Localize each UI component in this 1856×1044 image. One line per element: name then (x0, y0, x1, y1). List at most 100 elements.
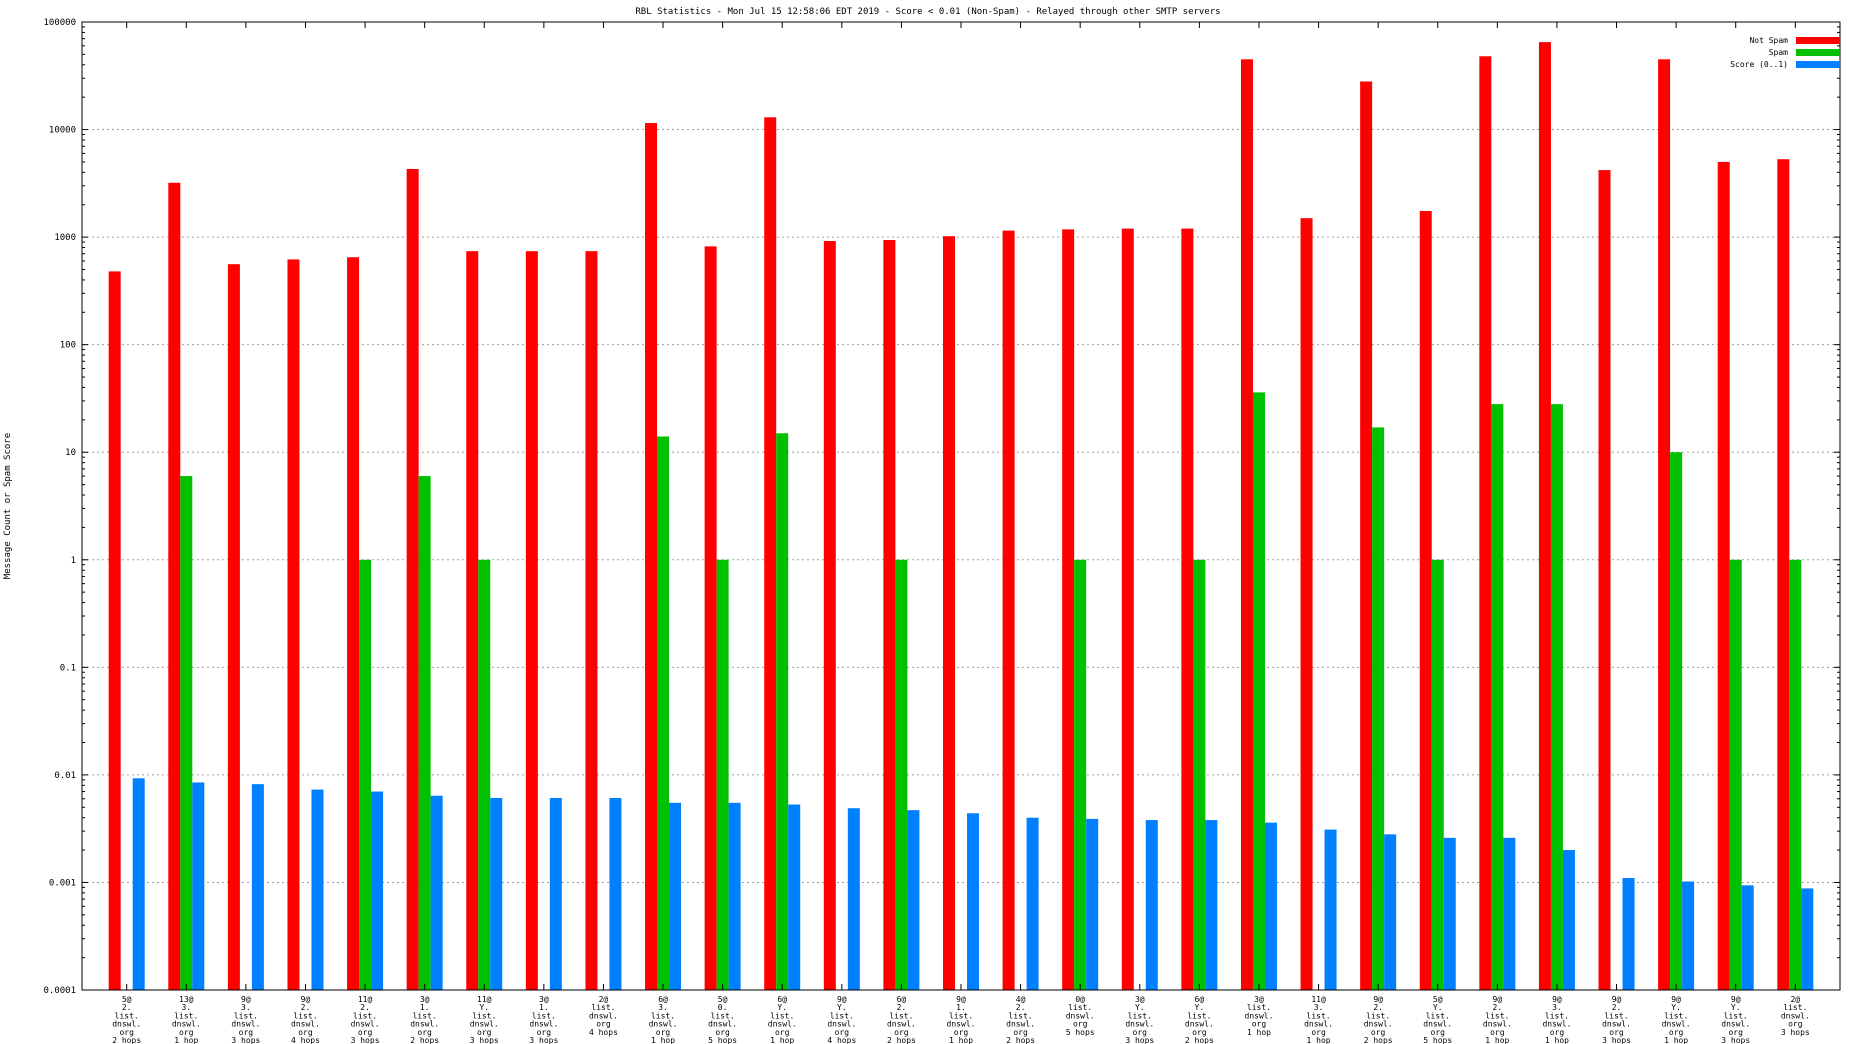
bar-not-spam (227, 264, 240, 990)
bar-score-0-1 (1443, 837, 1456, 990)
bar-not-spam (168, 182, 181, 990)
x-tick-label: 0@ list. dnswl. org 5 hops (1066, 995, 1095, 1037)
bar-not-spam (883, 240, 896, 991)
bar-not-spam (108, 271, 121, 990)
bar-not-spam (1479, 56, 1492, 990)
bar-spam (1074, 559, 1087, 990)
bar-spam (657, 436, 670, 990)
bar-spam (1431, 559, 1444, 990)
bar-spam (1252, 392, 1265, 990)
bar-score-0-1 (967, 813, 979, 990)
x-tick-label: 6@ Y. list. dnswl. org 2 hops (1185, 995, 1214, 1044)
x-tick-label: 6@ 2. list. dnswl. org 2 hops (887, 995, 916, 1044)
bars-group (108, 42, 1814, 991)
x-tick-label: 5@ 2. list. dnswl. org 2 hops (112, 995, 141, 1044)
y-tick-label: 1000 (54, 233, 76, 243)
bar-score-0-1 (1622, 877, 1635, 990)
bar-spam (1491, 404, 1504, 990)
bar-score-0-1 (1324, 829, 1337, 990)
y-tick-label: 0.01 (54, 771, 76, 781)
bar-score-0-1 (132, 778, 145, 990)
y-axis-label: Message Count or Spam Score (3, 433, 13, 579)
legend-swatch (1796, 61, 1840, 68)
bar-not-spam (1360, 81, 1373, 990)
bar-spam (478, 559, 491, 990)
bar-spam (1193, 559, 1206, 990)
bar-spam (180, 476, 193, 991)
bar-score-0-1 (1682, 881, 1695, 990)
bar-not-spam (1717, 161, 1730, 991)
x-tick-label: 9@ Y. list. dnswl. org 1 hop (1662, 995, 1691, 1044)
bar-score-0-1 (669, 802, 682, 990)
bar-score-0-1 (192, 782, 205, 990)
bar-spam (418, 476, 431, 991)
bar-not-spam (1002, 230, 1015, 991)
bar-score-0-1 (1086, 818, 1099, 990)
x-tick-label: 4@ 2. list. dnswl. org 2 hops (1006, 995, 1035, 1044)
bar-not-spam (1121, 228, 1134, 990)
x-tick-label: 3@ 1. list. dnswl. org 2 hops (410, 995, 439, 1044)
bar-not-spam (525, 251, 538, 990)
bar-not-spam (764, 117, 777, 991)
bar-spam (1670, 452, 1683, 990)
y-tick-label: 100 (60, 341, 76, 351)
bar-not-spam (1538, 42, 1551, 991)
x-tick-label: 9@ 2. list. dnswl. org 2 hops (1364, 995, 1393, 1044)
bar-score-0-1 (609, 797, 622, 990)
bar-not-spam (1181, 228, 1194, 990)
x-tick-label: 9@ Y. list. dnswl. org 3 hops (1721, 995, 1750, 1044)
x-tick-label: 3@ list. dnswl. org 1 hop (1245, 995, 1274, 1037)
x-tick-label: 13@ 3. list. dnswl. org 1 hop (172, 995, 201, 1044)
bar-score-0-1 (728, 802, 741, 990)
bar-spam (1729, 559, 1742, 990)
bar-score-0-1 (549, 797, 562, 990)
bar-not-spam (585, 251, 598, 990)
bar-not-spam (287, 259, 300, 990)
bar-spam (1372, 427, 1385, 990)
x-tick-label: 11@ 3. list. dnswl. org 1 hop (1304, 995, 1333, 1044)
x-tick-label: 11@ 2. list. dnswl. org 3 hops (351, 995, 380, 1044)
bar-score-0-1 (430, 795, 443, 990)
bar-not-spam (1062, 229, 1075, 990)
x-tick-labels: 5@ 2. list. dnswl. org 2 hops 13@ 3. list. dnswl.… (112, 22, 1810, 1044)
x-tick-label: 9@ 1. list. dnswl. org 1 hop (947, 995, 976, 1044)
bar-not-spam (406, 168, 419, 991)
bar-score-0-1 (1741, 885, 1754, 990)
bar-spam (895, 559, 908, 990)
y-tick-label: 10000 (49, 126, 76, 136)
x-tick-label: 6@ 3. list. dnswl. org 1 hop (649, 995, 678, 1044)
x-tick-label: 11@ Y. list. dnswl. org 3 hops (470, 995, 499, 1044)
bar-score-0-1 (371, 791, 384, 990)
y-tick-label: 10 (65, 448, 76, 458)
legend-swatch (1796, 37, 1840, 44)
y-tick-label: 1 (71, 556, 76, 566)
bar-score-0-1 (1264, 822, 1277, 990)
legend-label: Spam (1769, 48, 1788, 57)
x-tick-label: 9@ 2. list. dnswl. org 4 hops (291, 995, 320, 1044)
legend: Not Spam Spam Score (0..1) (1730, 36, 1840, 69)
x-tick-label: 5@ 0. list. dnswl. org 5 hops (708, 995, 737, 1044)
x-tick-label: 3@ 1. list. dnswl. org 3 hops (529, 995, 558, 1044)
bar-score-0-1 (1801, 888, 1814, 990)
y-tick-label: 0.0001 (43, 986, 76, 996)
bar-not-spam (943, 236, 955, 991)
y-tick-label: 0.1 (60, 663, 76, 673)
bar-spam (716, 559, 729, 990)
bar-score-0-1 (847, 808, 860, 990)
bar-not-spam (1598, 170, 1611, 990)
bar-spam (1550, 404, 1563, 990)
bar-not-spam (1300, 218, 1313, 991)
x-tick-label: 9@ 3. list. dnswl. org 3 hops (231, 995, 260, 1044)
bar-score-0-1 (251, 784, 264, 990)
y-tick-label: 0.001 (49, 878, 76, 888)
bar-not-spam (1658, 59, 1671, 990)
x-tick-label: 2@ list. dnswl. org 4 hops (589, 995, 618, 1037)
bar-not-spam (466, 251, 479, 990)
x-tick-label: 6@ Y. list. dnswl. org 1 hop (768, 995, 797, 1044)
bar-not-spam (347, 257, 360, 991)
bar-not-spam (1777, 159, 1790, 991)
bar-score-0-1 (1562, 850, 1575, 990)
bar-not-spam (645, 123, 658, 991)
bar-not-spam (1240, 59, 1253, 990)
